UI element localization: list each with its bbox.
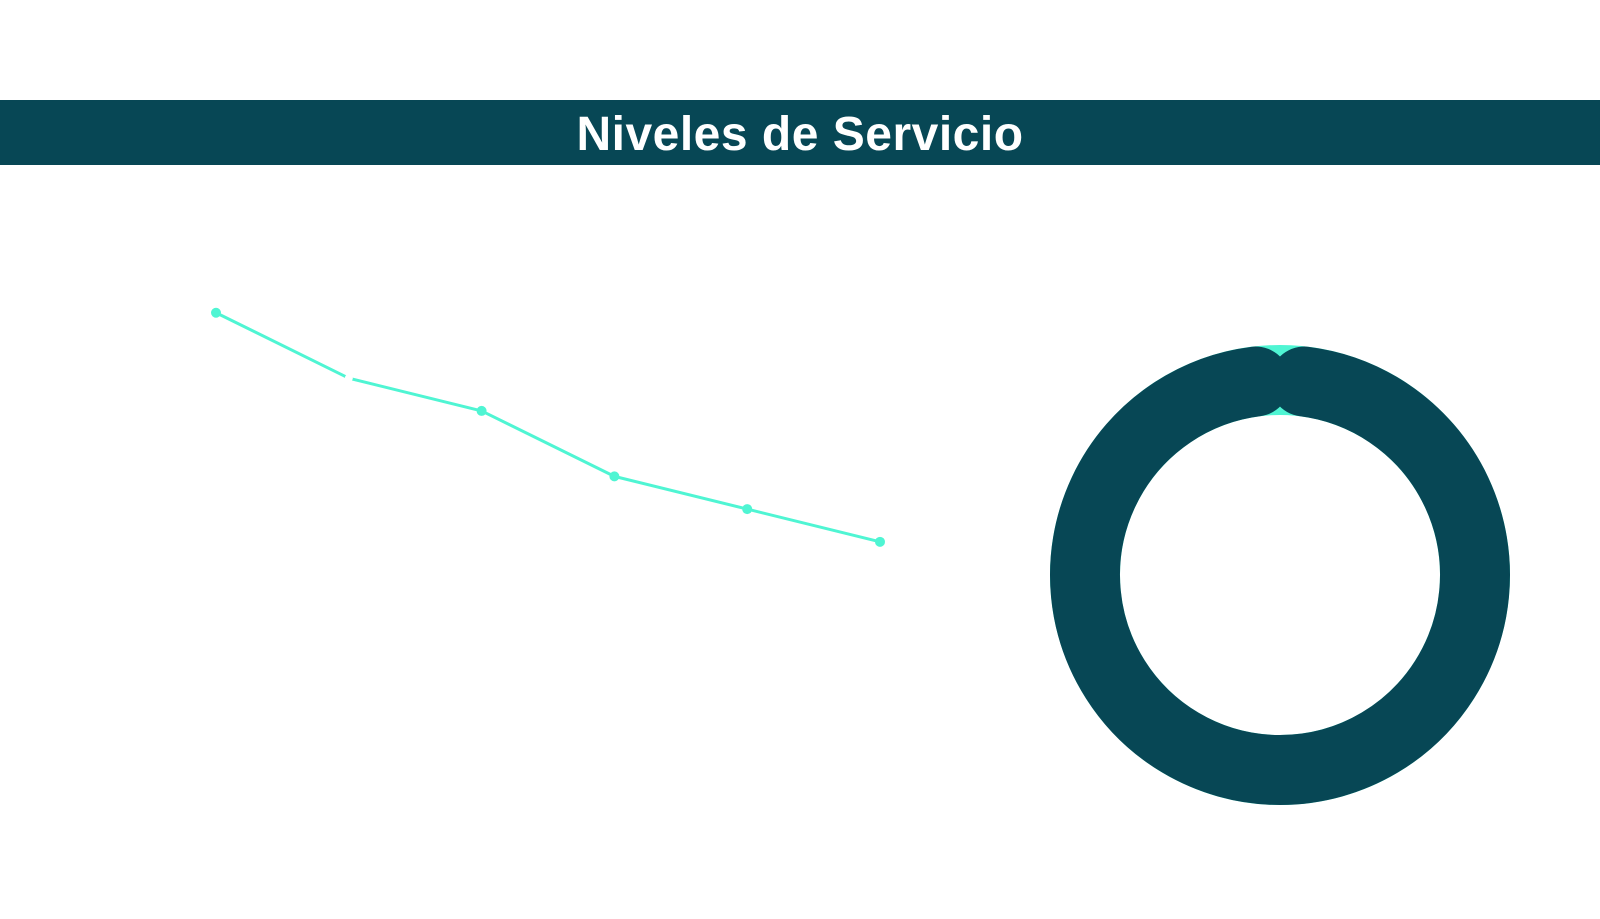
series-line: [215, 311, 881, 544]
header-bar: Niveles de Servicio: [0, 100, 1600, 165]
data-point[interactable]: [875, 536, 885, 547]
data-point[interactable]: [609, 471, 620, 482]
data-point[interactable]: [742, 504, 753, 515]
data-point[interactable]: [344, 374, 353, 383]
page-title: Niveles de Servicio: [576, 107, 1024, 161]
data-point[interactable]: [211, 307, 221, 318]
service-level-line-chart: [211, 307, 885, 547]
data-point[interactable]: [476, 405, 487, 416]
service-level-donut-chart: [1050, 345, 1510, 805]
donut-slice-main[interactable]: [1050, 346, 1510, 805]
